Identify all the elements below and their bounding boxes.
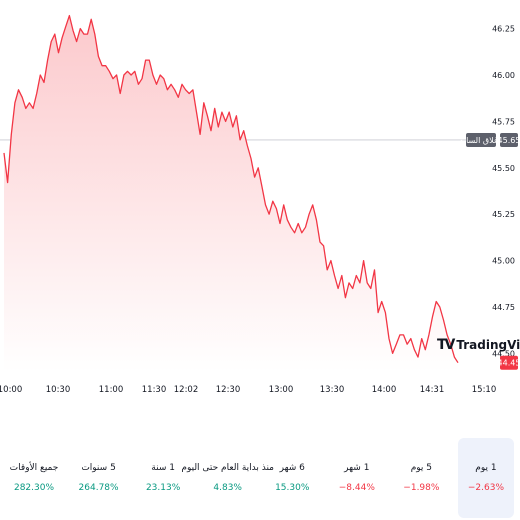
period-label: 5 يوم bbox=[410, 463, 433, 473]
x-tick-label: 10:00 bbox=[0, 385, 22, 395]
series-line bbox=[3, 14, 459, 364]
x-tick-label: 10:30 bbox=[46, 385, 71, 395]
period-label: 1 سنة bbox=[151, 463, 175, 473]
previous-close-value: 45.65 bbox=[498, 136, 520, 145]
area-fill bbox=[4, 15, 458, 372]
y-tick-label: 45.50 bbox=[492, 164, 515, 173]
period-change-value: 282.30% bbox=[13, 483, 55, 493]
period-change-value: −8.44% bbox=[338, 483, 375, 493]
period-tab[interactable]: 1 يوم −2.63% bbox=[457, 438, 514, 518]
tradingview-watermark: TV TradingView bbox=[437, 337, 520, 353]
x-tick-label: 12:30 bbox=[216, 385, 241, 395]
period-label: 6 شهر bbox=[279, 463, 305, 473]
x-tick-label: 11:30 bbox=[142, 385, 167, 395]
x-tick-label: 14:31 bbox=[420, 385, 445, 395]
period-tab[interactable]: 1 سنة 23.13% bbox=[135, 438, 191, 518]
x-tick-label: 11:00 bbox=[99, 385, 124, 395]
x-tick-label: 15:10 bbox=[472, 385, 497, 395]
period-change-value: 23.13% bbox=[145, 483, 181, 493]
last-value-label: 44.45 bbox=[498, 359, 520, 368]
previous-close-label-box bbox=[466, 132, 496, 147]
period-tab[interactable]: 5 سنوات 264.78% bbox=[71, 438, 127, 518]
period-tab[interactable]: 1 شهر −8.44% bbox=[329, 438, 385, 518]
y-tick-label: 46.25 bbox=[492, 25, 515, 34]
tradingview-logo-icon: TV bbox=[437, 337, 455, 353]
period-change-value: 15.30% bbox=[275, 483, 310, 493]
previous-close-label: الإغلاق السابق bbox=[457, 136, 505, 146]
period-tab[interactable]: منذ بداية العام حتى اليوم 4.83% bbox=[181, 438, 274, 518]
period-label: منذ بداية العام حتى اليوم bbox=[181, 463, 274, 473]
last-value-box bbox=[500, 355, 518, 370]
period-change-value: −1.98% bbox=[403, 483, 440, 493]
price-chart[interactable]: 10:00 10:30 11:00 11:30 12:02 12:30 13:00 13:30… bbox=[0, 0, 520, 400]
y-tick-label: 45.75 bbox=[492, 117, 515, 126]
period-label: 1 يوم bbox=[475, 463, 497, 473]
period-label: 1 شهر bbox=[344, 463, 370, 473]
x-tick-label: 14:00 bbox=[372, 385, 397, 395]
watermark-text: TradingView bbox=[456, 338, 520, 352]
y-tick-label: 44.50 bbox=[492, 349, 515, 358]
period-change-value: −2.63% bbox=[467, 483, 504, 493]
x-tick-label: 13:00 bbox=[269, 385, 294, 395]
x-tick-label: 12:02 bbox=[174, 385, 199, 395]
period-change-value: 264.78% bbox=[78, 483, 119, 493]
y-tick-label: 44.75 bbox=[492, 303, 515, 312]
previous-close-value-box bbox=[500, 132, 518, 147]
y-tick-label: 45.00 bbox=[492, 257, 515, 266]
period-label: جميع الأوقات bbox=[9, 463, 59, 473]
period-selector: 1 يوم −2.63% 5 يوم −1.98% 1 شهر −8.44% 6 شهر 15… bbox=[0, 438, 520, 520]
period-tab[interactable]: جميع الأوقات 282.30% bbox=[6, 438, 62, 518]
y-tick-label: 45.25 bbox=[492, 210, 515, 219]
period-tab[interactable]: 6 شهر 15.30% bbox=[264, 438, 320, 518]
period-tab[interactable]: 5 يوم −1.98% bbox=[393, 438, 449, 518]
chart-svg: 10:00 10:30 11:00 11:30 12:02 12:30 13:00 13:30… bbox=[0, 14, 520, 395]
y-tick-label: 46.00 bbox=[492, 71, 515, 80]
x-tick-label: 13:30 bbox=[320, 385, 345, 395]
period-change-value: 4.83% bbox=[213, 483, 242, 493]
period-label: 5 سنوات bbox=[81, 463, 116, 473]
